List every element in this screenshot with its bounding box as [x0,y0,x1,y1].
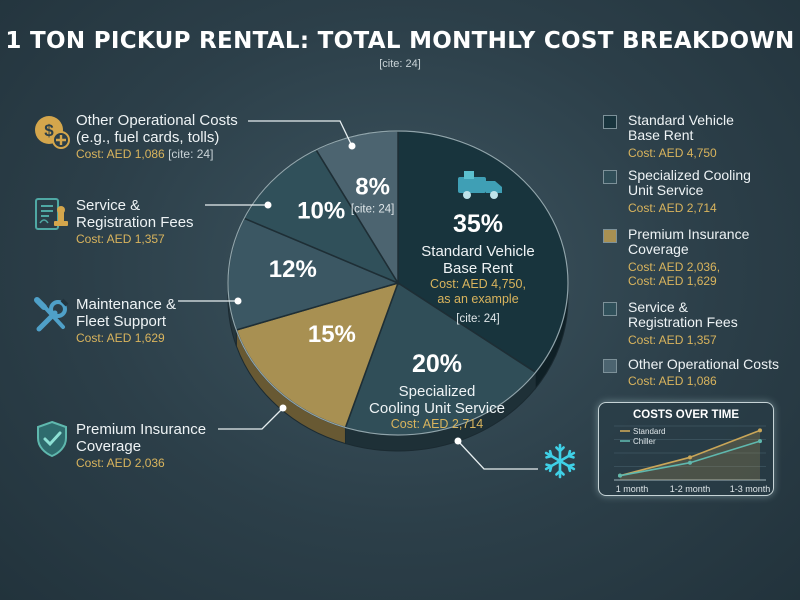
legend-cost-cooling: Cost: AED 2,714 [628,201,717,215]
leader-dot-insurance [279,404,287,412]
callout-maintenance-name: Maintenance & Fleet Support [76,296,177,330]
legend-swatch-base-rent [603,115,617,129]
legend-cost-base-rent: Cost: AED 4,750 [628,146,717,160]
legend-label-other: Other Operational Costs [628,356,779,372]
pie-cost-base_rent: as an example [437,292,518,306]
legend-swatch-cooling [603,170,617,184]
document-stamp-icon [35,198,68,230]
legend-label-base-rent: Standard Vehicle Base Rent [628,112,734,143]
callout-insurance-name: Premium Insurance Coverage [76,421,207,455]
title-cite: [cite: 24] [379,58,421,70]
truck-wheel [490,191,498,199]
chart-title: 1 TON PICKUP RENTAL: TOTAL MONTHLY COST … [5,28,795,54]
truck-wheel [463,191,471,199]
pie-cost-cooling: Cost: AED 2,714 [391,417,483,431]
snowflake-icon [544,443,576,479]
callout-other-cost: Cost: AED 1,086 [76,147,165,161]
inset-legend-label-standard: Standard [633,427,665,436]
pie-sublabel-cooling: Cooling Unit Service [369,400,505,417]
leader-dot-maintenance [234,297,242,305]
legend-label-insurance: Premium Insurance Coverage [628,226,750,257]
leader-line-other [248,120,353,147]
callout-service-fees-cost: Cost: AED 1,357 [76,232,165,246]
callout-maintenance-cost: Cost: AED 1,629 [76,331,165,345]
truck-box [464,171,474,179]
callout-other-cite: [cite: 24] [168,147,214,161]
truck-body [458,177,486,193]
leader-dot-cooling [454,437,462,445]
legend-cost-service-fees: Cost: AED 1,357 [628,333,717,347]
legend-cost-other: Cost: AED 1,086 [628,374,717,388]
inset-point-chiller [617,473,622,478]
shield-check-icon [37,420,67,458]
truck-cab [486,181,502,193]
pie-rim [227,130,569,436]
inset-point-standard [757,427,762,432]
inset-point-standard [687,454,692,459]
leader-dot-service_fees [264,201,272,209]
costs-over-time-title: COSTS OVER TIME [632,409,740,421]
inset-tick-label: 1 month [615,484,648,494]
pie-label-base_rent: 35% [453,210,503,238]
callout-maintenance: Maintenance & Fleet Support Cost: AED 1,… [76,296,176,345]
legend-label-cooling: Specialized Cooling Unit Service [628,167,751,198]
costs-over-time-panel: COSTS OVER TIME Standard Chiller 1 month 1-… [598,402,774,496]
pie-cost-base_rent: Cost: AED 4,750, [430,277,526,291]
inset-tick-label: 1-3 month [729,484,770,494]
pie-label-cooling: 20% [412,350,462,378]
inset-legend-label-chiller: Chiller [633,437,656,446]
legend-swatch-service-fees [603,302,617,316]
truck-icon [458,171,502,199]
leader-line-cooling [457,440,538,470]
callout-service-fees: Service & Registration Fees Cost: AED 1,… [76,197,194,246]
wrench-screwdriver-icon [34,297,69,332]
pie-label-service_fees: 10% [297,197,345,224]
callout-service-fees-name: Service & Registration Fees [76,197,194,231]
pie-label-other: 8% [355,174,390,201]
pie-cite-other: [cite: 24] [351,204,394,216]
callout-other-name: Other Operational Costs (e.g., fuel card… [76,112,238,146]
legend-label-service-fees: Service & Registration Fees [628,299,738,330]
money-icon: $ [35,116,70,149]
pie-sublabel-cooling: Specialized [399,383,476,400]
legend-swatch-other [603,359,617,373]
inset-point-chiller [687,460,692,465]
legend-swatch-insurance [603,229,617,243]
pie-label-insurance: 15% [308,321,356,348]
inset-area-standard [619,429,760,480]
inset-point-chiller [757,438,762,443]
pie-sublabel-base_rent: Standard Vehicle [421,243,534,260]
inset-tick-label: 1-2 month [669,484,710,494]
callout-other: Other Operational Costs (e.g., fuel card… [76,112,238,161]
leader-dot-other [348,142,356,150]
pie-sublabel-base_rent: Base Rent [443,260,514,277]
callout-insurance: Premium Insurance Coverage Cost: AED 2,0… [76,421,206,470]
pie-cite-base_rent: [cite: 24] [456,313,499,325]
pie-label-maintenance: 12% [269,256,317,283]
svg-text:$: $ [44,121,54,140]
legend-cost-insurance: Cost: AED 2,036, Cost: AED 1,629 [628,260,721,288]
leader-line-insurance [218,407,284,430]
callout-insurance-cost: Cost: AED 2,036 [76,456,165,470]
